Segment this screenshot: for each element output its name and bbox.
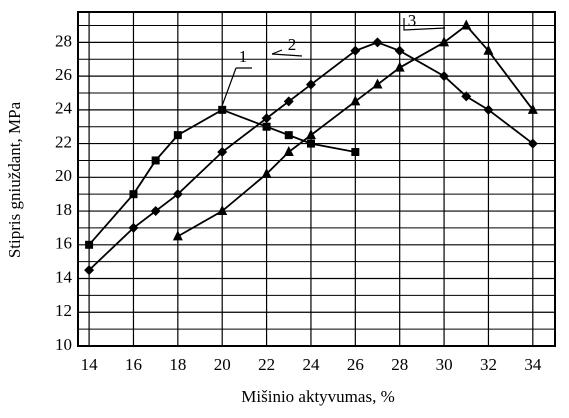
y-tick-label: 12 <box>55 301 72 320</box>
data-point <box>261 167 272 178</box>
x-tick-label: 24 <box>302 355 320 374</box>
data-point <box>372 78 383 89</box>
data-point <box>172 230 183 241</box>
x-tick-label: 20 <box>214 355 231 374</box>
x-tick-label: 18 <box>169 355 186 374</box>
data-point <box>461 91 472 102</box>
data-point <box>172 189 183 200</box>
data-point <box>306 139 315 148</box>
annotation: 1 <box>239 47 248 66</box>
x-tick-label: 16 <box>125 355 142 374</box>
annotation: 3 <box>408 11 417 30</box>
data-point <box>84 265 95 276</box>
data-point <box>283 146 294 157</box>
y-tick-label: 14 <box>55 267 73 286</box>
y-axis-label: Stipris gniuždant, MPa <box>5 101 24 258</box>
data-point <box>85 240 94 249</box>
data-point <box>173 131 182 140</box>
y-tick-label: 20 <box>55 166 72 185</box>
data-point <box>261 113 272 124</box>
y-tick-label: 16 <box>55 234 72 253</box>
annotation-leader <box>221 67 252 107</box>
x-tick-label: 30 <box>436 355 453 374</box>
data-point <box>372 37 383 48</box>
y-tick-label: 26 <box>55 65 72 84</box>
data-point <box>217 205 228 216</box>
data-point <box>350 95 361 106</box>
data-point <box>527 103 538 114</box>
data-point <box>284 131 293 140</box>
data-point <box>439 71 450 82</box>
series-line <box>177 24 534 238</box>
x-tick-label: 14 <box>81 355 99 374</box>
data-point <box>262 122 271 131</box>
y-tick-label: 28 <box>55 31 72 50</box>
data-point <box>151 156 160 165</box>
data-point <box>394 61 405 72</box>
data-point <box>483 104 494 115</box>
y-tick-label: 10 <box>55 335 72 354</box>
data-point <box>394 45 405 56</box>
data-point <box>129 190 138 199</box>
annotation: 2 <box>288 35 297 54</box>
y-tick-label: 22 <box>55 132 72 151</box>
data-point <box>217 147 228 158</box>
plot-frame <box>77 11 556 347</box>
data-point <box>351 148 360 157</box>
data-point <box>483 44 494 55</box>
annotation-leader <box>271 49 303 57</box>
x-tick-label: 34 <box>524 355 542 374</box>
data-point <box>461 19 472 30</box>
y-tick-label: 24 <box>55 99 73 118</box>
data-point <box>128 222 139 233</box>
data-point <box>283 96 294 107</box>
data-point <box>305 79 316 90</box>
data-point <box>350 45 361 56</box>
x-tick-label: 22 <box>258 355 275 374</box>
data-point <box>305 129 316 140</box>
annotation-leader <box>403 18 446 31</box>
data-point <box>527 138 538 149</box>
data-point <box>218 105 227 114</box>
x-axis-label: Mišinio aktyvumas, % <box>241 387 394 406</box>
data-point <box>150 206 161 217</box>
x-tick-label: 26 <box>347 355 364 374</box>
x-tick-label: 32 <box>480 355 497 374</box>
x-tick-label: 28 <box>391 355 408 374</box>
y-tick-label: 18 <box>55 200 72 219</box>
data-point <box>439 36 450 47</box>
